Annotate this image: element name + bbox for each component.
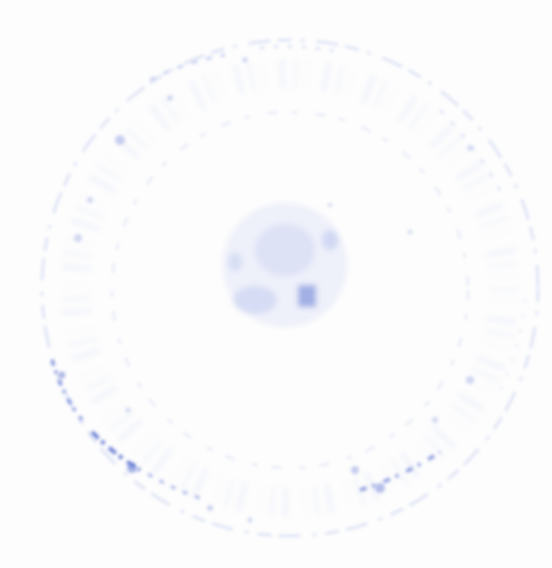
seal-outer-ring (40, 38, 540, 538)
seal-ink-fragments (50, 45, 526, 500)
seal-speckles (58, 57, 474, 523)
seal-inner-ring (110, 110, 470, 470)
seal-center-emblem (223, 203, 347, 327)
